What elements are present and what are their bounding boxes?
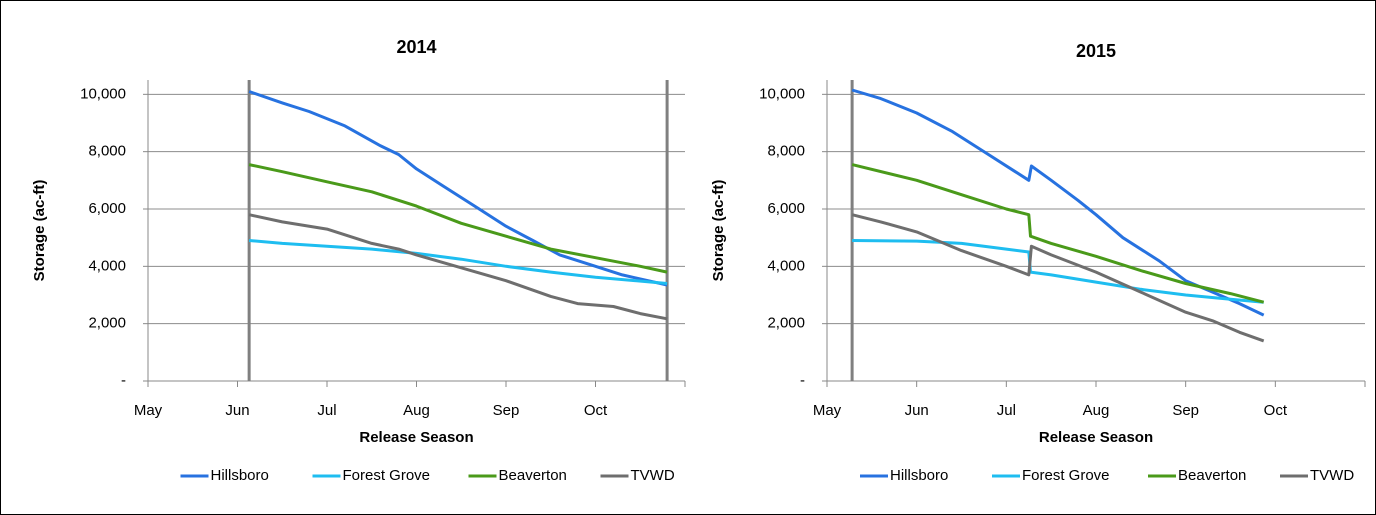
y-tick-label: 4,000 bbox=[767, 257, 805, 274]
series-line bbox=[851, 213, 1265, 343]
y-tick-label: 10,000 bbox=[80, 85, 126, 102]
series-line bbox=[248, 213, 668, 321]
legend-label: Hillsboro bbox=[211, 467, 269, 484]
x-tick-label: May bbox=[813, 402, 842, 419]
y-tick-label: 8,000 bbox=[88, 143, 126, 160]
x-axis-title: Release Season bbox=[1039, 429, 1153, 446]
y-tick-label: - bbox=[800, 372, 805, 389]
x-tick-label: Sep bbox=[1172, 402, 1199, 419]
series-line bbox=[851, 163, 1265, 304]
series-line bbox=[852, 239, 1264, 304]
y-tick-label: 10,000 bbox=[759, 85, 805, 102]
x-tick-label: Oct bbox=[584, 402, 608, 419]
x-tick-label: Jun bbox=[905, 402, 929, 419]
x-tick-label: Oct bbox=[1264, 402, 1288, 419]
y-tick-label: 2,000 bbox=[88, 315, 126, 332]
chart: 2014 Storage (ac-ft) Release Season - 2,000 4… bbox=[31, 37, 686, 484]
x-tick-label: Aug bbox=[1083, 402, 1110, 419]
y-tick-label: - bbox=[121, 372, 126, 389]
chart-title: 2015 bbox=[1076, 41, 1116, 61]
legend-label: TVWD bbox=[631, 467, 675, 484]
x-tick-label: Sep bbox=[493, 402, 520, 419]
x-tick-label: Jun bbox=[225, 402, 249, 419]
x-tick-label: May bbox=[134, 402, 163, 419]
series-line bbox=[248, 90, 668, 287]
legend-label: Beaverton bbox=[499, 467, 567, 484]
x-tick-label: Jul bbox=[997, 402, 1016, 419]
x-tick-label: Aug bbox=[403, 402, 430, 419]
y-axis-title: Storage (ac-ft) bbox=[710, 180, 727, 282]
x-axis-title: Release Season bbox=[359, 429, 473, 446]
series-line bbox=[248, 239, 668, 285]
legend-label: Forest Grove bbox=[1022, 467, 1110, 484]
y-tick-label: 2,000 bbox=[767, 315, 805, 332]
y-tick-label: 6,000 bbox=[767, 200, 805, 217]
series-line bbox=[248, 163, 668, 274]
legend-label: TVWD bbox=[1310, 467, 1354, 484]
legend-label: Beaverton bbox=[1178, 467, 1246, 484]
x-tick-label: Jul bbox=[317, 402, 336, 419]
y-tick-label: 8,000 bbox=[767, 143, 805, 160]
y-tick-label: 6,000 bbox=[88, 200, 126, 217]
chart: 2015 Storage (ac-ft) Release Season - 2,000 4… bbox=[710, 41, 1366, 484]
legend-label: Hillsboro bbox=[890, 467, 948, 484]
chart-title: 2014 bbox=[396, 37, 436, 57]
legend-label: Forest Grove bbox=[343, 467, 431, 484]
y-tick-label: 4,000 bbox=[88, 257, 126, 274]
y-axis-title: Storage (ac-ft) bbox=[31, 180, 48, 282]
